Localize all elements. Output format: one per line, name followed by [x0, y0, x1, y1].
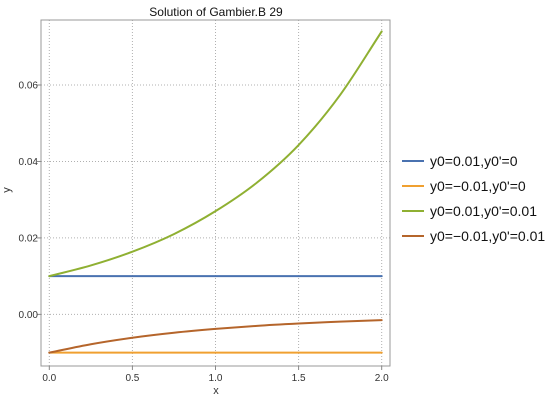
series-line-4	[48, 319, 383, 354]
legend-label-3: y0=0.01,y0'=0.01	[430, 203, 537, 219]
legend: y0=0.01,y0'=0 y0=−0.01,y0'=0 y0=0.01,y0'=0…	[402, 153, 545, 244]
x-axis-label: x	[213, 385, 219, 397]
axis-ticks: 0.0 0.5 1.0 1.5 2.0 0.00 0.02 0.04 0.06	[19, 80, 390, 384]
chart-title: Solution of Gambier.B 29	[149, 5, 283, 19]
x-tick-label: 1.0	[209, 373, 223, 384]
series-lines	[48, 30, 383, 354]
y-tick-label: 0.02	[19, 233, 39, 244]
x-tick-label: 0.5	[125, 373, 139, 384]
x-tick-label: 2.0	[375, 373, 389, 384]
y-axis-label: y	[1, 187, 13, 193]
legend-label-2: y0=−0.01,y0'=0	[430, 178, 526, 194]
x-tick-label: 0.0	[42, 373, 56, 384]
x-tick-label: 1.5	[292, 373, 306, 384]
y-tick-label: 0.00	[19, 310, 39, 321]
y-tick-label: 0.06	[19, 80, 39, 91]
legend-label-1: y0=0.01,y0'=0	[430, 153, 518, 169]
series-line-3	[48, 30, 383, 278]
y-tick-label: 0.04	[19, 157, 39, 168]
grid-lines	[41, 20, 390, 366]
legend-label-4: y0=−0.01,y0'=0.01	[430, 228, 545, 244]
